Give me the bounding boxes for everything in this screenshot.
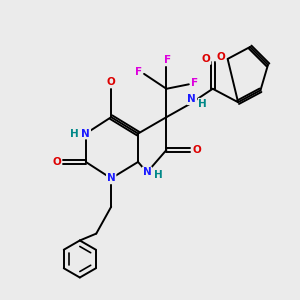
Text: F: F <box>135 68 142 77</box>
Text: F: F <box>164 56 172 65</box>
Text: F: F <box>191 78 198 88</box>
Text: H: H <box>199 99 207 109</box>
Text: N: N <box>188 94 196 104</box>
Text: O: O <box>107 77 116 87</box>
Text: O: O <box>217 52 225 62</box>
Text: O: O <box>202 54 211 64</box>
Text: N: N <box>107 173 116 183</box>
Text: O: O <box>52 157 61 167</box>
Text: N: N <box>142 167 152 177</box>
Text: N: N <box>81 129 90 139</box>
Text: H: H <box>70 129 79 139</box>
Text: H: H <box>154 170 163 180</box>
Text: O: O <box>193 145 201 155</box>
